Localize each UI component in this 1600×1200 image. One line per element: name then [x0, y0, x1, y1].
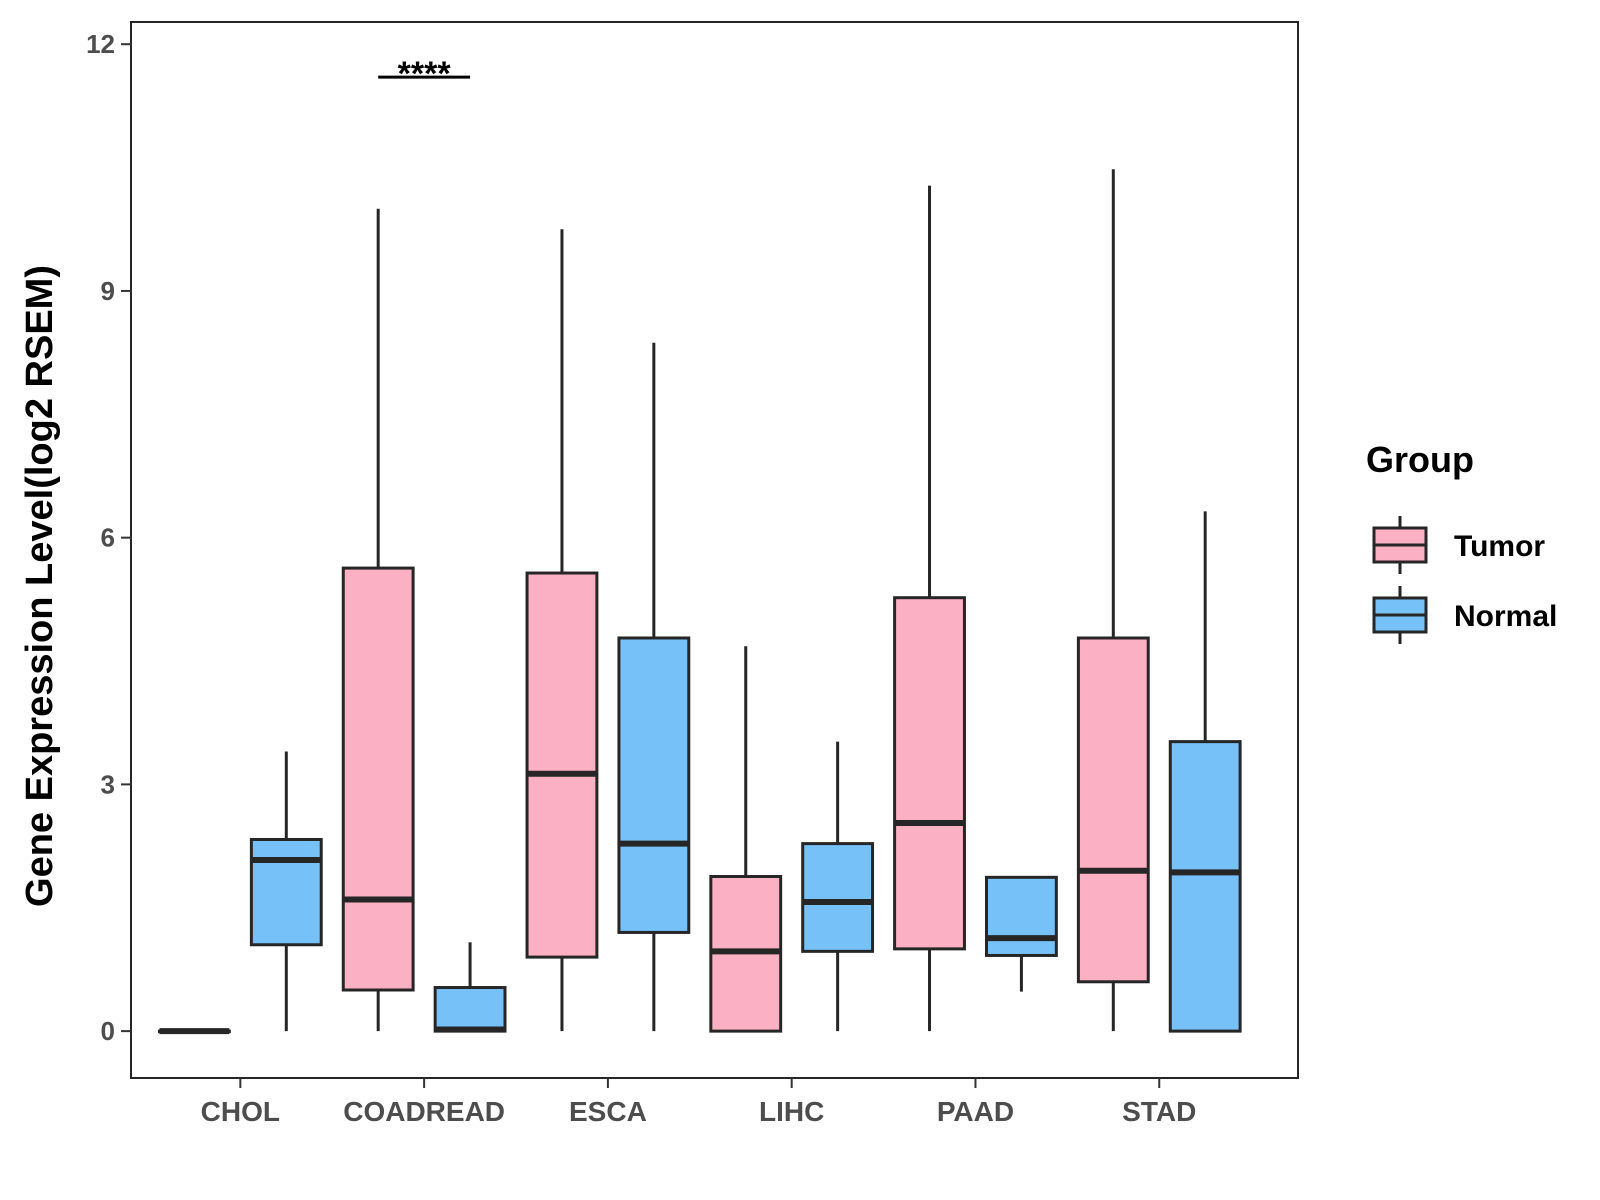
plot-area: **** [157, 55, 1242, 1035]
box-tumor-paad [893, 185, 966, 1032]
legend-label-tumor: Tumor [1454, 530, 1545, 563]
y-tick-label-0: 0 [101, 1016, 115, 1046]
box-tumor-chol [157, 1028, 231, 1035]
x-tick-label-coadread: COADREAD [343, 1096, 505, 1127]
box-normal-lihc [801, 741, 875, 1032]
legend-key-tumor [1372, 516, 1428, 574]
y-tick-label-6: 6 [101, 523, 115, 553]
legend-label-normal: Normal [1454, 600, 1557, 633]
x-tick-label-stad: STAD [1122, 1096, 1196, 1127]
box-body-tumor-coadread [341, 566, 415, 992]
y-tick-label-9: 9 [101, 276, 115, 306]
box-normal-esca [617, 342, 691, 1032]
box-normal-coadread [433, 942, 507, 1033]
significance-label-coadread: **** [398, 55, 452, 93]
plot-panel-border [130, 21, 1299, 1079]
box-body-normal-stad [1168, 740, 1242, 1033]
box-body-normal-chol [249, 837, 323, 947]
y-axis-title: Gene Expression Level(log2 RSEM) [19, 265, 61, 907]
box-tumor-coadread [341, 208, 415, 1032]
legend: Group Tumor Normal [1366, 439, 1557, 644]
box-normal-stad [1168, 511, 1242, 1033]
box-body-tumor-paad [893, 596, 966, 951]
box-normal-chol [249, 751, 323, 1032]
legend-title: Group [1366, 439, 1474, 480]
box-body-normal-esca [617, 636, 691, 934]
axes: 0 3 6 9 12 CHOL COADREAD ESCA LIHC PAAD STAD [86, 21, 1299, 1127]
y-tick-label-12: 12 [86, 29, 115, 59]
box-tumor-stad [1076, 169, 1150, 1032]
box-tumor-lihc [709, 646, 783, 1033]
x-tick-label-paad: PAAD [937, 1096, 1014, 1127]
box-body-tumor-stad [1076, 636, 1150, 984]
legend-key-normal [1372, 586, 1428, 644]
y-tick-label-3: 3 [101, 769, 115, 799]
box-body-normal-paad [984, 875, 1058, 957]
box-tumor-esca [525, 229, 599, 1032]
x-tick-label-lihc: LIHC [759, 1096, 824, 1127]
x-tick-label-chol: CHOL [201, 1096, 280, 1127]
box-body-normal-lihc [801, 842, 875, 953]
box-normal-paad [984, 875, 1058, 992]
x-tick-label-esca: ESCA [569, 1096, 647, 1127]
box-body-normal-coadread [433, 986, 507, 1033]
box-body-tumor-esca [525, 571, 599, 959]
